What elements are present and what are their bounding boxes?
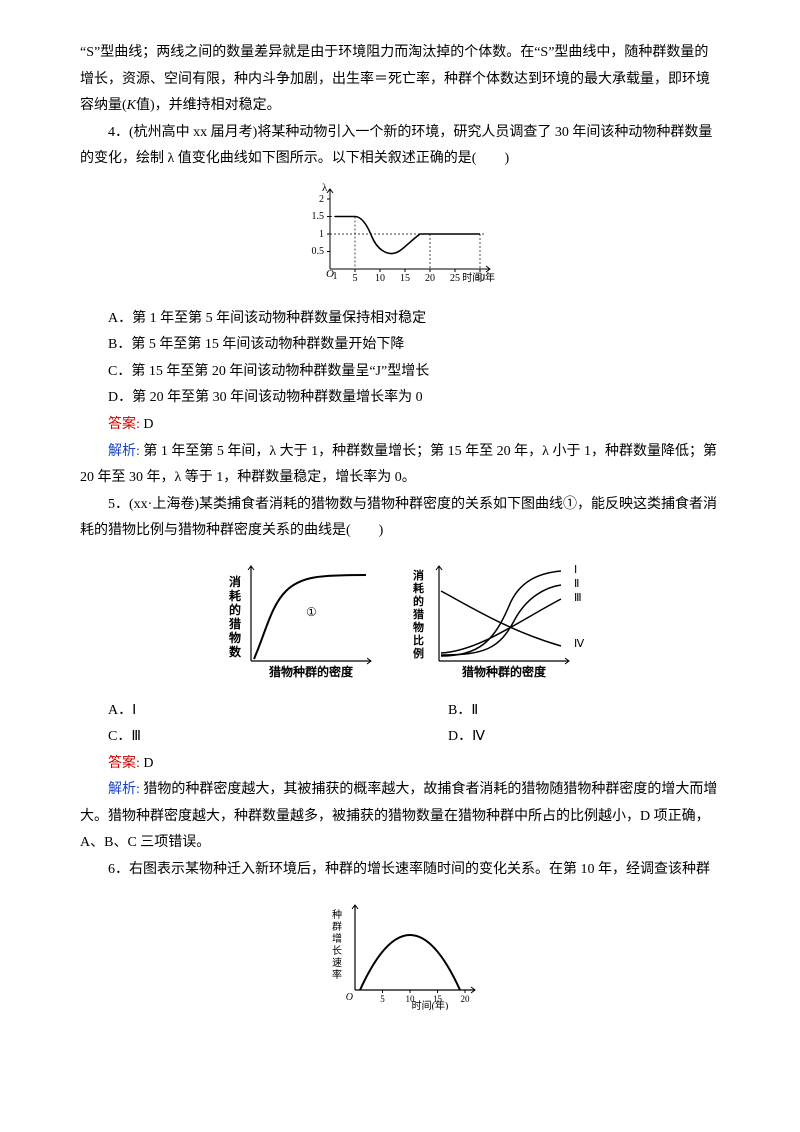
svg-text:消: 消 [413, 568, 424, 582]
svg-text:10: 10 [375, 273, 385, 284]
svg-text:数: 数 [229, 644, 242, 659]
svg-text:Ⅲ: Ⅲ [574, 592, 582, 604]
svg-text:5: 5 [380, 994, 385, 1004]
svg-text:20: 20 [461, 994, 471, 1004]
svg-text:1.5: 1.5 [312, 211, 325, 222]
svg-text:O: O [326, 268, 334, 280]
svg-text:耗: 耗 [413, 581, 424, 595]
svg-text:率: 率 [332, 968, 342, 981]
svg-text:群: 群 [332, 920, 342, 933]
svg-text:消: 消 [229, 574, 241, 589]
q5-charts: ① 消 耗 的 猎 物 数 猎物种群的密度 Ⅰ Ⅱ Ⅲ [80, 551, 720, 692]
svg-text:5: 5 [353, 273, 358, 284]
q5-answer-text: D [140, 756, 154, 771]
q5-optB: B．Ⅱ [380, 698, 720, 725]
q5-optD: D．Ⅳ [380, 724, 720, 751]
svg-text:比: 比 [413, 633, 424, 647]
svg-text:猎物种群的密度: 猎物种群的密度 [462, 664, 547, 679]
q5-optA: A．Ⅰ [80, 698, 380, 725]
q5-answer: 答案: D [80, 751, 720, 778]
svg-text:Ⅰ: Ⅰ [574, 564, 577, 576]
svg-text:增: 增 [332, 932, 342, 945]
svg-text:Ⅱ: Ⅱ [574, 578, 579, 590]
svg-text:速: 速 [332, 957, 342, 969]
q5-stem: 5．(xx·上海卷)某类捕食者消耗的猎物数与猎物种群密度的关系如下图曲线①，能反… [80, 492, 720, 545]
q5-explain-text: 猎物的种群密度越大，其被捕获的概率越大，故捕食者消耗的猎物随猎物种群密度的增大而… [80, 782, 717, 850]
svg-text:耗: 耗 [229, 588, 241, 603]
svg-text:λ: λ [322, 182, 328, 194]
svg-text:0.5: 0.5 [312, 246, 325, 257]
q4-chart: 0.5 1 1.5 2 1 5 10 15 20 25 30 [80, 179, 720, 300]
svg-text:时间(年): 时间(年) [412, 999, 449, 1010]
intro-k: K [127, 98, 136, 113]
svg-text:20: 20 [425, 273, 435, 284]
q4-stem: 4．(杭州高中 xx 届月考)将某种动物引入一个新的环境，研究人员调查了 30 … [80, 120, 720, 173]
svg-text:Ⅳ: Ⅳ [574, 638, 585, 650]
intro-text-2: 值)，并维持相对稳定。 [136, 98, 281, 113]
svg-text:的: 的 [229, 602, 241, 617]
svg-text:1: 1 [319, 229, 324, 240]
svg-text:种: 种 [332, 908, 342, 921]
svg-text:例: 例 [413, 646, 424, 660]
q4-xlabel: 时间/年 [462, 271, 495, 284]
q5-explain: 解析: 猎物的种群密度越大，其被捕获的概率越大，故捕食者消耗的猎物随猎物种群密度… [80, 777, 720, 857]
q4-answer: 答案: D [80, 412, 720, 439]
svg-text:猎: 猎 [229, 616, 241, 631]
q5-options-row1: A．Ⅰ B．Ⅱ [80, 698, 720, 725]
svg-text:猎: 猎 [413, 607, 424, 621]
q6-stem: 6．右图表示某物种迁入新环境后，种群的增长速率随时间的变化关系。在第 10 年，… [80, 857, 720, 884]
answer-label: 答案: [108, 756, 140, 771]
svg-text:的: 的 [413, 594, 424, 608]
q4-optD: D．第 20 年至第 30 年间该动物种群数量增长率为 0 [80, 385, 720, 412]
q5-options-row2: C．Ⅲ D．Ⅳ [80, 724, 720, 751]
svg-text:①: ① [306, 605, 317, 619]
q4-optC: C．第 15 年至第 20 年间该动物种群数量呈“J”型增长 [80, 359, 720, 386]
svg-text:2: 2 [319, 194, 324, 205]
q4-explain: 解析: 第 1 年至第 5 年间，λ 大于 1，种群数量增长；第 15 年至 2… [80, 439, 720, 492]
q4-explain-text: 第 1 年至第 5 年间，λ 大于 1，种群数量增长；第 15 年至 20 年，… [80, 444, 717, 486]
intro-paragraph: “S”型曲线；两线之间的数量差异就是由于环境阻力而淘汰掉的个体数。在“S”型曲线… [80, 40, 720, 120]
svg-text:物: 物 [229, 630, 241, 645]
svg-text:猎物种群的密度: 猎物种群的密度 [269, 664, 354, 679]
svg-text:长: 长 [332, 945, 342, 957]
svg-text:15: 15 [400, 273, 410, 284]
page-root: “S”型曲线；两线之间的数量差异就是由于环境阻力而淘汰掉的个体数。在“S”型曲线… [0, 0, 800, 1066]
q4-optB: B．第 5 年至第 15 年间该动物种群数量开始下降 [80, 332, 720, 359]
explain-label: 解析: [108, 782, 140, 797]
answer-label: 答案: [108, 417, 140, 432]
svg-text:O: O [346, 992, 353, 1003]
q4-answer-text: D [140, 417, 154, 432]
svg-text:25: 25 [450, 273, 460, 284]
q6-chart: 5 10 15 20 O 种 群 增 长 速 率 时间(年) [80, 890, 720, 1021]
q5-optC: C．Ⅲ [80, 724, 380, 751]
explain-label: 解析: [108, 444, 140, 459]
q4-optA: A．第 1 年至第 5 年间该动物种群数量保持相对稳定 [80, 306, 720, 333]
svg-text:物: 物 [413, 620, 424, 634]
